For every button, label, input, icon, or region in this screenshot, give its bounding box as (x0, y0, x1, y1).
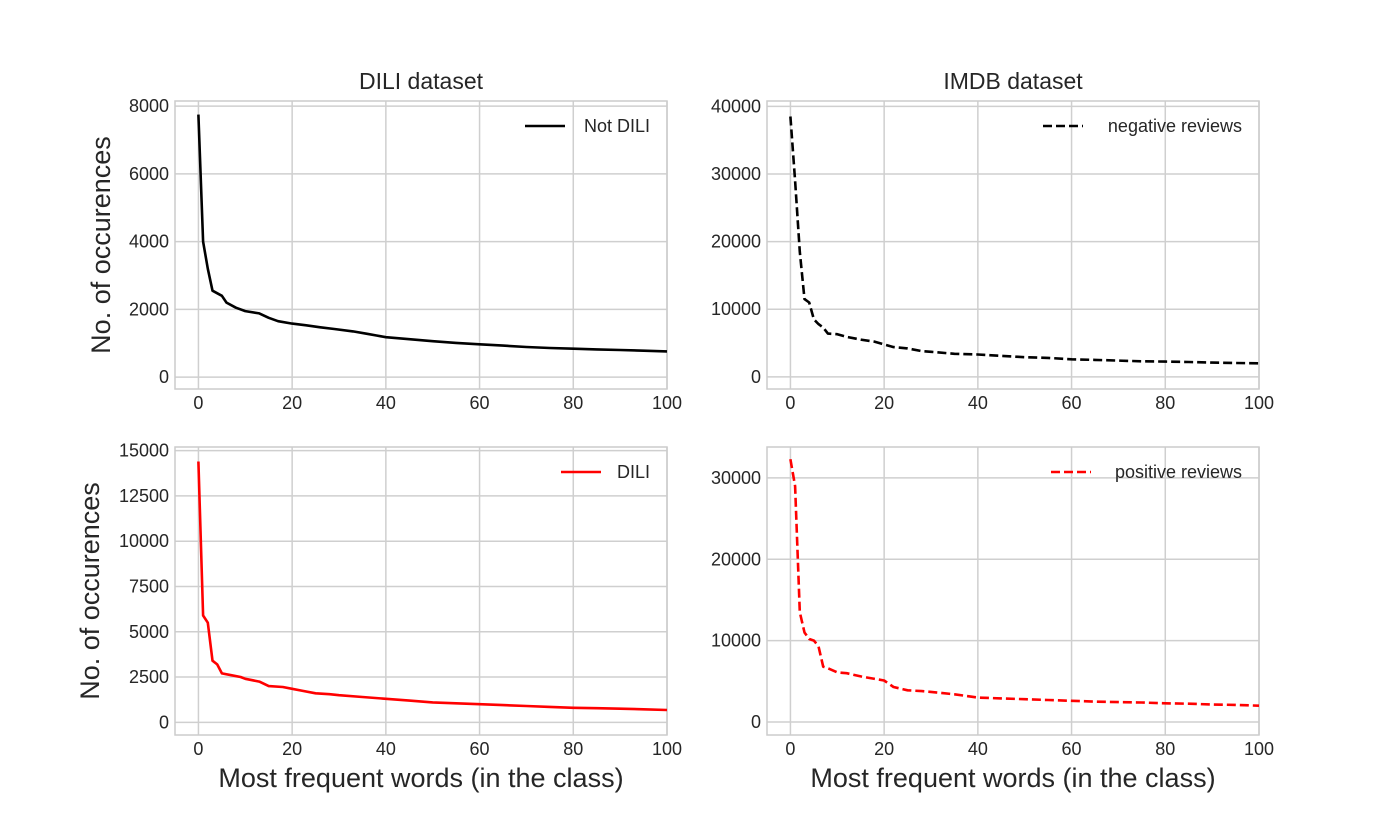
x-tick-label: 40 (968, 393, 988, 413)
series-line (197, 461, 668, 712)
y-tick-label: 10000 (711, 299, 761, 319)
axes-frame (174, 100, 668, 390)
legend-label: positive reviews (1115, 462, 1242, 482)
x-axis-label: Most frequent words (in the class) (810, 763, 1215, 793)
x-tick-label: 100 (652, 739, 682, 759)
series-line (789, 116, 1260, 365)
y-tick-label: 5000 (129, 622, 169, 642)
x-tick-label: 40 (968, 739, 988, 759)
x-axis-label: Most frequent words (in the class) (218, 763, 623, 793)
y-tick-label: 0 (751, 367, 761, 387)
legend-label: negative reviews (1108, 116, 1242, 136)
axes-frame (766, 446, 1260, 736)
y-tick-label: 4000 (129, 232, 169, 252)
x-tick-label: 80 (1155, 393, 1175, 413)
x-tick-label: 80 (563, 739, 583, 759)
legend: DILI (561, 462, 650, 482)
legend-label: DILI (617, 462, 650, 482)
legend-label: Not DILI (584, 116, 650, 136)
panel-dili-neg: 0 20 40 60 80 100 0 2000 4000 6000 8000 DILI datase… (86, 68, 682, 413)
x-tick-label: 0 (785, 739, 795, 759)
panel-imdb-pos: 0 20 40 60 80 100 0 10000 20000 30000 Most frequen… (711, 446, 1274, 793)
y-tick-label: 12500 (119, 486, 169, 506)
y-tick-label: 30000 (711, 164, 761, 184)
axes-frame (766, 100, 1260, 390)
y-tick-label: 40000 (711, 96, 761, 116)
legend: Not DILI (525, 116, 650, 136)
x-tick-label: 100 (1244, 739, 1274, 759)
y-tick-label: 20000 (711, 549, 761, 569)
y-axis-label: No. of occurences (75, 482, 105, 700)
x-tick-label: 60 (470, 393, 490, 413)
x-tick-label: 0 (785, 393, 795, 413)
y-tick-label: 2500 (129, 667, 169, 687)
x-tick-label: 0 (193, 739, 203, 759)
y-axis-label: No. of occurences (86, 136, 116, 354)
y-tick-label: 30000 (711, 468, 761, 488)
x-tick-label: 100 (1244, 393, 1274, 413)
x-tick-label: 40 (376, 393, 396, 413)
y-tick-label: 10000 (711, 631, 761, 651)
x-tick-label: 80 (1155, 739, 1175, 759)
y-tick-label: 15000 (119, 441, 169, 461)
x-tick-label: 20 (874, 739, 894, 759)
panel-imdb-neg: 0 20 40 60 80 100 0 10000 20000 30000 40000 IMDB da… (711, 68, 1274, 413)
legend: positive reviews (1051, 462, 1242, 482)
x-tick-label: 20 (282, 739, 302, 759)
panel-dili-pos: 0 20 40 60 80 100 0 2500 5000 7500 10000 12500 15000… (75, 441, 682, 793)
x-tick-label: 60 (1062, 393, 1082, 413)
legend: negative reviews (1043, 116, 1242, 136)
series-line (789, 458, 1260, 707)
x-tick-label: 60 (1062, 739, 1082, 759)
x-tick-label: 60 (470, 739, 490, 759)
y-tick-label: 7500 (129, 576, 169, 596)
series-line (197, 114, 668, 353)
y-tick-label: 0 (159, 712, 169, 732)
y-tick-label: 0 (751, 712, 761, 732)
x-tick-label: 80 (563, 393, 583, 413)
y-tick-label: 20000 (711, 232, 761, 252)
y-tick-label: 6000 (129, 164, 169, 184)
x-tick-label: 40 (376, 739, 396, 759)
x-tick-label: 20 (874, 393, 894, 413)
chart-title: DILI dataset (359, 68, 484, 94)
chart-title: IMDB dataset (943, 68, 1083, 94)
x-tick-label: 100 (652, 393, 682, 413)
y-tick-label: 10000 (119, 531, 169, 551)
axes-frame (174, 446, 668, 736)
y-tick-label: 0 (159, 367, 169, 387)
y-tick-label: 2000 (129, 299, 169, 319)
x-tick-label: 20 (282, 393, 302, 413)
x-tick-label: 0 (193, 393, 203, 413)
y-tick-label: 8000 (129, 96, 169, 116)
